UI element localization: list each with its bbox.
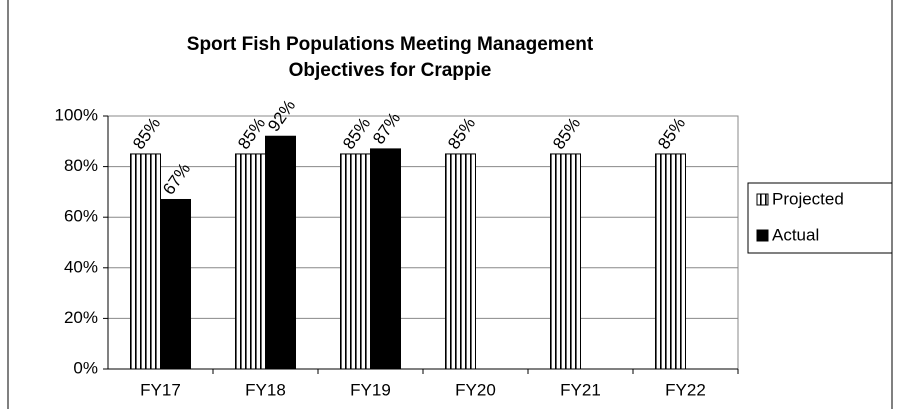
legend-swatch (756, 229, 769, 242)
bar (445, 153, 476, 370)
y-tick-label: 100% (55, 105, 98, 124)
legend-label: Actual (772, 225, 819, 244)
x-tick-label: FY19 (350, 380, 391, 399)
bar (130, 153, 161, 370)
y-tick-label: 0% (73, 358, 98, 377)
y-tick-label: 40% (64, 257, 98, 276)
x-tick-label: FY21 (560, 380, 601, 399)
x-tick-label: FY22 (665, 380, 706, 399)
legend-swatch (756, 193, 769, 206)
plot-area (107, 115, 739, 370)
bar (550, 153, 581, 370)
legend-label: Projected (772, 189, 844, 208)
bar (160, 198, 191, 370)
bar (235, 153, 266, 370)
bar (340, 153, 371, 370)
x-tick-label: FY18 (245, 380, 286, 399)
bar (655, 153, 686, 370)
x-tick-label: FY20 (455, 380, 496, 399)
y-tick-label: 60% (64, 207, 98, 226)
chart-title: Sport Fish Populations Meeting Managemen… (187, 34, 594, 55)
chart-title: Objectives for Crappie (289, 60, 492, 81)
legend-box (747, 182, 893, 254)
y-tick-label: 80% (64, 156, 98, 175)
y-tick-label: 20% (64, 308, 98, 327)
bar (265, 135, 296, 370)
bar (370, 148, 401, 370)
x-tick-label: FY17 (140, 380, 181, 399)
